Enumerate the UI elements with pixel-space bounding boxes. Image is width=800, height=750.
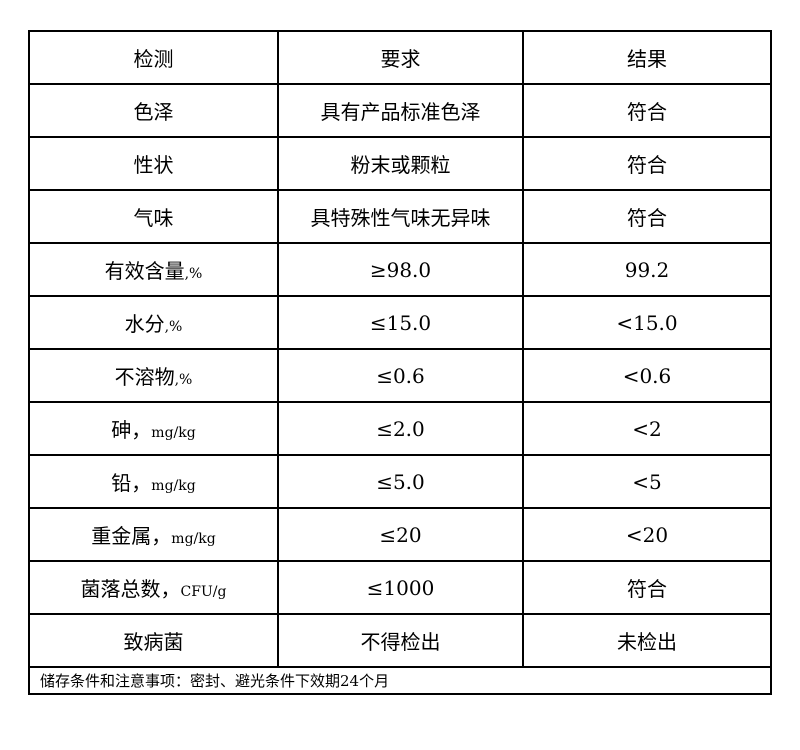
item-name: 水分 bbox=[124, 312, 165, 336]
test-item: 铅，mg/kg bbox=[28, 454, 279, 509]
table-row: 有效含量,% ≥98.0 99.2 bbox=[28, 242, 772, 297]
result-cell: 符合 bbox=[522, 189, 772, 244]
header-row: 检测 要求 结果 bbox=[28, 30, 772, 85]
test-item: 砷，mg/kg bbox=[28, 401, 279, 456]
table-row: 气味 具特殊性气味无异味 符合 bbox=[28, 189, 772, 244]
item-unit: ,% bbox=[164, 319, 183, 335]
result-cell: <15.0 bbox=[522, 295, 772, 350]
requirement-cell: ≤2.0 bbox=[277, 401, 524, 456]
table-row: 不溶物,% ≤0.6 <0.6 bbox=[28, 348, 772, 403]
item-name: 性状 bbox=[133, 153, 174, 177]
test-item: 水分,% bbox=[28, 295, 279, 350]
table-row: 砷，mg/kg ≤2.0 <2 bbox=[28, 401, 772, 456]
item-name: 重金属， bbox=[91, 524, 172, 548]
result-cell: <5 bbox=[522, 454, 772, 509]
table-row: 致病菌 不得检出 未检出 bbox=[28, 613, 772, 668]
test-item: 气味 bbox=[28, 189, 279, 244]
table-row: 水分,% ≤15.0 <15.0 bbox=[28, 295, 772, 350]
item-name: 色泽 bbox=[133, 100, 174, 124]
requirement-cell: ≤15.0 bbox=[277, 295, 524, 350]
header-requirement: 要求 bbox=[277, 30, 524, 85]
item-unit: mg/kg bbox=[151, 425, 196, 441]
item-unit: ,% bbox=[174, 372, 193, 388]
table-row: 性状 粉末或颗粒 符合 bbox=[28, 136, 772, 191]
result-cell: 符合 bbox=[522, 560, 772, 615]
item-unit: mg/kg bbox=[171, 531, 216, 547]
requirement-cell: ≤5.0 bbox=[277, 454, 524, 509]
table-row: 铅，mg/kg ≤5.0 <5 bbox=[28, 454, 772, 509]
item-name: 有效含量 bbox=[104, 259, 185, 283]
requirement-cell: ≥98.0 bbox=[277, 242, 524, 297]
test-item: 菌落总数，CFU/g bbox=[28, 560, 279, 615]
result-cell: 99.2 bbox=[522, 242, 772, 297]
requirement-cell: ≤1000 bbox=[277, 560, 524, 615]
result-cell: 未检出 bbox=[522, 613, 772, 668]
item-unit: ,% bbox=[184, 266, 203, 282]
item-name: 不溶物 bbox=[114, 365, 175, 389]
table-row: 菌落总数，CFU/g ≤1000 符合 bbox=[28, 560, 772, 615]
result-cell: <2 bbox=[522, 401, 772, 456]
result-cell: <0.6 bbox=[522, 348, 772, 403]
requirement-cell: ≤0.6 bbox=[277, 348, 524, 403]
item-unit: mg/kg bbox=[151, 478, 196, 494]
item-unit: CFU/g bbox=[180, 584, 227, 600]
storage-note: 储存条件和注意事项：密封、避光条件下效期24个月 bbox=[28, 666, 772, 695]
requirement-cell: 不得检出 bbox=[277, 613, 524, 668]
test-item: 有效含量,% bbox=[28, 242, 279, 297]
header-test: 检测 bbox=[28, 30, 279, 85]
test-item: 不溶物,% bbox=[28, 348, 279, 403]
table-row: 重金属，mg/kg ≤20 <20 bbox=[28, 507, 772, 562]
item-name: 气味 bbox=[133, 206, 174, 230]
test-item: 色泽 bbox=[28, 83, 279, 138]
requirement-cell: ≤20 bbox=[277, 507, 524, 562]
item-name: 菌落总数， bbox=[80, 577, 181, 601]
result-cell: 符合 bbox=[522, 83, 772, 138]
result-cell: <20 bbox=[522, 507, 772, 562]
item-name: 铅， bbox=[111, 471, 152, 495]
test-item: 性状 bbox=[28, 136, 279, 191]
requirement-cell: 具特殊性气味无异味 bbox=[277, 189, 524, 244]
table-row: 色泽 具有产品标准色泽 符合 bbox=[28, 83, 772, 138]
item-name: 致病菌 bbox=[123, 630, 184, 654]
header-result: 结果 bbox=[522, 30, 772, 85]
inspection-table: 检测 要求 结果 色泽 具有产品标准色泽 符合 性状 粉末或颗粒 符合 气味 具特殊性气味无异… bbox=[28, 30, 772, 695]
test-item: 致病菌 bbox=[28, 613, 279, 668]
requirement-cell: 粉末或颗粒 bbox=[277, 136, 524, 191]
item-name: 砷， bbox=[111, 418, 152, 442]
requirement-cell: 具有产品标准色泽 bbox=[277, 83, 524, 138]
test-item: 重金属，mg/kg bbox=[28, 507, 279, 562]
result-cell: 符合 bbox=[522, 136, 772, 191]
footer-row: 储存条件和注意事项：密封、避光条件下效期24个月 bbox=[28, 666, 772, 695]
